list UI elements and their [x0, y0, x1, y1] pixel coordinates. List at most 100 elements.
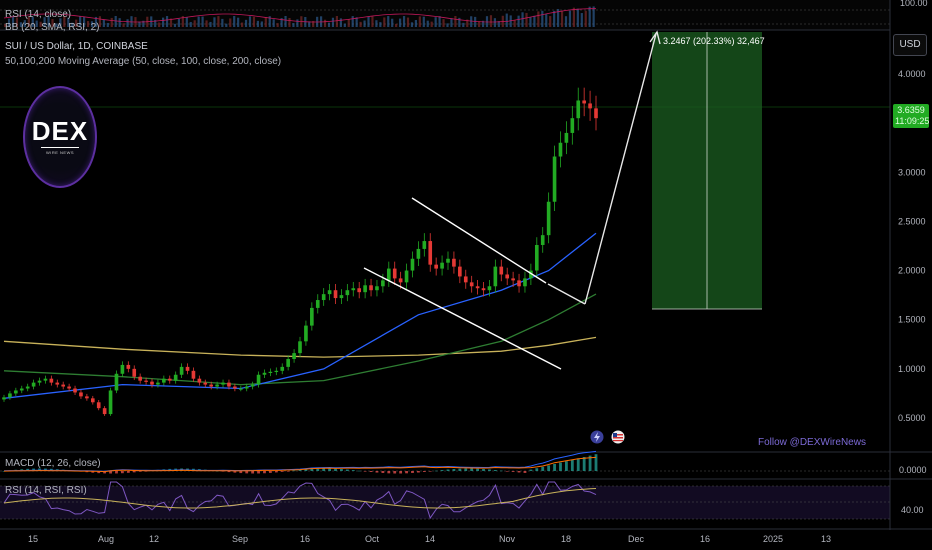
- price-tick: 1.0000: [898, 364, 926, 374]
- time-tick: 13: [821, 534, 831, 544]
- macd-axis-value: 0.0000: [899, 465, 927, 475]
- candle-body: [487, 286, 492, 291]
- candle-body: [339, 295, 344, 299]
- price-tick: 2.5000: [898, 216, 926, 226]
- candle-body: [132, 368, 137, 377]
- ma-legend[interactable]: 50,100,200 Moving Average (50, close, 10…: [5, 56, 282, 67]
- candle-body: [469, 282, 474, 287]
- candle-body: [428, 241, 433, 265]
- candle-body: [43, 378, 48, 381]
- candle-body: [203, 382, 208, 385]
- candle-body: [440, 262, 444, 269]
- price-tick: 2.0000: [898, 266, 926, 276]
- candle-body: [363, 285, 367, 293]
- top-rsi-label: RSI (14, close): [5, 9, 72, 20]
- price-tick: 0.5000: [898, 413, 926, 423]
- candle-body: [233, 386, 237, 389]
- time-tick: 14: [425, 534, 435, 544]
- candle-body: [286, 359, 290, 367]
- ma200-line: [3, 336, 597, 358]
- price-pane: [0, 30, 890, 416]
- candle-body: [144, 380, 148, 382]
- candle-body: [529, 270, 533, 279]
- last-price-value: 3.6359: [897, 105, 925, 115]
- currency-button[interactable]: USD: [893, 34, 927, 56]
- time-tick: Sep: [232, 534, 248, 544]
- rsi-label[interactable]: RSI (14, RSI, RSI): [5, 485, 87, 496]
- candle-body: [262, 372, 267, 375]
- candle-body: [333, 290, 338, 299]
- time-tick: 12: [149, 534, 159, 544]
- last-price-countdown: 11:09:25: [895, 116, 930, 126]
- candle-body: [85, 396, 89, 399]
- candle-body: [351, 288, 356, 291]
- candle-body: [67, 386, 71, 389]
- candle-body: [422, 241, 427, 249]
- candle-body: [73, 388, 77, 393]
- candle-body: [191, 370, 196, 379]
- channel-lower-line[interactable]: [363, 267, 562, 370]
- candle-body: [517, 280, 521, 287]
- candle-body: [102, 408, 107, 415]
- candle-body: [357, 288, 362, 293]
- candle-body: [410, 258, 415, 271]
- price-tick: 1.5000: [898, 315, 926, 325]
- candle-body: [61, 384, 66, 387]
- candle-body: [582, 100, 586, 104]
- projection-arrow[interactable]: [547, 30, 661, 305]
- dex-logo: DEX WIRE NEWS: [23, 86, 97, 188]
- price-tick: 3.0000: [898, 167, 926, 177]
- ma50-line: [3, 232, 597, 399]
- candle-body: [250, 384, 255, 387]
- candle-body: [416, 248, 421, 259]
- candle-body: [381, 280, 385, 287]
- candle-body: [114, 373, 119, 391]
- flag-icon[interactable]: [611, 430, 625, 444]
- candle-body: [96, 402, 101, 409]
- follow-text: Follow @DEXWireNews: [758, 437, 866, 448]
- candle-body: [540, 235, 545, 245]
- candle-body: [197, 378, 202, 383]
- rsi-pane: [0, 478, 932, 520]
- candle-body: [463, 276, 468, 283]
- candle-body: [19, 388, 24, 391]
- macd-label[interactable]: MACD (12, 26, close): [5, 458, 101, 469]
- candle-body: [304, 325, 308, 342]
- symbol-title[interactable]: SUI / US Dollar, 1D, COINBASE: [5, 41, 148, 52]
- channel-upper-line[interactable]: [411, 197, 547, 284]
- candle-body: [505, 274, 510, 279]
- flash-icon[interactable]: [590, 430, 604, 444]
- candle-body: [49, 378, 54, 383]
- candle-body: [280, 366, 285, 371]
- candle-body: [2, 397, 6, 400]
- candle-body: [386, 268, 391, 281]
- candle-body: [369, 285, 373, 291]
- candle-body: [209, 384, 214, 387]
- candle-body: [268, 371, 273, 373]
- candle-body: [452, 258, 456, 267]
- candle-body: [120, 364, 125, 374]
- candle-body: [558, 142, 563, 157]
- candle-body: [534, 244, 539, 271]
- candle-body: [126, 364, 131, 369]
- candle-body: [55, 382, 60, 385]
- candle-body: [375, 286, 379, 291]
- candle-body: [8, 393, 12, 398]
- candle-body: [179, 366, 184, 375]
- candle-body: [173, 374, 178, 381]
- candle-body: [79, 392, 83, 397]
- time-axis-ticks: 15 Aug 12 Sep 16 Oct 14 Nov 18 Dec 16 2025 13: [28, 534, 831, 544]
- candle-body: [327, 290, 332, 295]
- candle-body: [564, 132, 569, 143]
- candle-body: [244, 386, 249, 389]
- time-tick: Dec: [628, 534, 645, 544]
- candle-body: [475, 286, 480, 289]
- time-tick: 15: [28, 534, 38, 544]
- time-tick: 16: [300, 534, 310, 544]
- candle-body: [546, 201, 551, 236]
- time-tick: Nov: [499, 534, 516, 544]
- candle-body: [404, 270, 409, 283]
- dex-logo-text: DEX: [31, 116, 89, 146]
